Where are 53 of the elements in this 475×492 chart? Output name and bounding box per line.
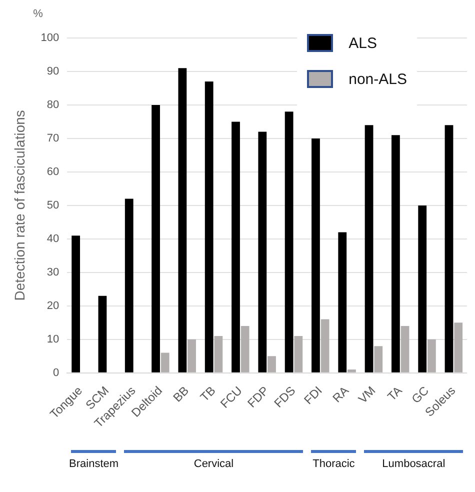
x-tick-label: BB: [170, 384, 192, 405]
text: Cervical: [194, 458, 234, 470]
x-tick-label: RA: [330, 384, 352, 406]
legend-label: ALS: [348, 34, 377, 52]
bar: [444, 125, 454, 372]
bar: [391, 135, 400, 372]
bar: [72, 236, 80, 372]
text: Lumbosacral: [382, 458, 446, 470]
y-tick-label: 100: [40, 32, 60, 44]
y-tick-label: 10: [46, 333, 60, 346]
x-tick-label: FDI: [301, 384, 325, 408]
bar: [454, 322, 463, 372]
legend-label: non-ALS: [348, 70, 407, 88]
y-tick-label: 0: [53, 366, 60, 379]
x-tick-label: GC: [408, 383, 432, 406]
bar: [98, 296, 107, 372]
bar: [364, 125, 374, 372]
bar: [312, 138, 320, 372]
bar: [258, 132, 267, 372]
bar: [152, 104, 160, 372]
bar: [124, 198, 134, 372]
bar: [284, 112, 294, 372]
x-tick-label: VM: [356, 384, 378, 406]
bar: [294, 336, 303, 372]
bar: [240, 326, 250, 372]
bar: [400, 326, 410, 372]
text: Brainstem: [68, 458, 120, 470]
y-tick-label: 70: [46, 132, 60, 144]
y-tick-label: 80: [46, 99, 60, 112]
bar: [320, 319, 330, 372]
y-tick-label: 60: [46, 166, 60, 178]
bar: [418, 205, 427, 372]
bar: [178, 68, 187, 372]
bar: [232, 122, 240, 372]
bar: [268, 356, 276, 372]
bar: [160, 352, 170, 372]
bar: [204, 82, 214, 372]
bar: [214, 336, 223, 372]
y-tick-label: 90: [46, 66, 60, 78]
x-tick-label: TA: [384, 384, 405, 404]
y-tick-label: 30: [46, 266, 60, 278]
bar: [427, 339, 436, 372]
y-tick-label: 40: [46, 232, 60, 245]
bar: [188, 339, 196, 372]
y-axis-title: Detection rate of fasciculations: [11, 110, 28, 301]
text: %: [33, 8, 43, 20]
bar: [374, 346, 383, 372]
x-tick-label: TB: [197, 384, 218, 404]
text: Thoracic: [312, 458, 356, 470]
bar: [338, 232, 347, 372]
bar: [348, 370, 356, 372]
y-tick-label: 50: [46, 199, 60, 212]
y-tick-label: 20: [46, 300, 60, 312]
